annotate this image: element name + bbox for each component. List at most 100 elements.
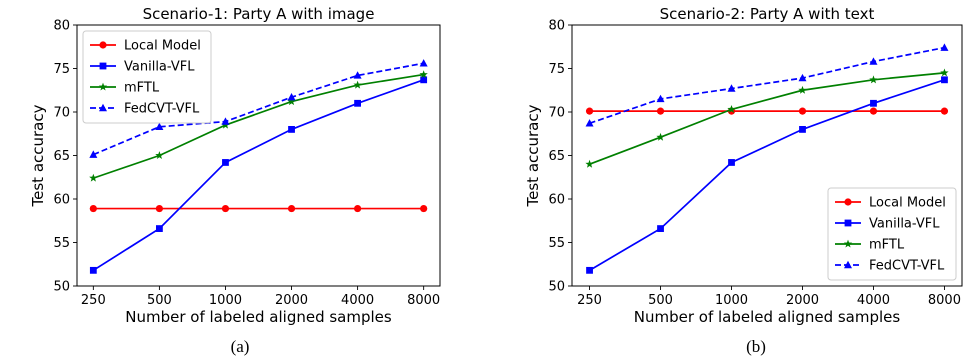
data-point [798,107,807,115]
series-vanilla-vfl [89,76,428,274]
legend-entry: mFTL [90,81,160,96]
x-tick-label: 250 [81,293,106,308]
legend-entry: Local Model [835,196,946,211]
data-point [287,97,296,106]
chart-panel-2: Scenario-2: Party A with text 50 55 60 65 70 7… [524,5,963,326]
legend-marker [98,82,108,91]
series-line [589,46,945,125]
data-point [656,107,665,115]
data-point [799,126,806,133]
y-tick-label: 55 [53,236,70,251]
data-point [353,80,362,89]
data-point [287,93,296,101]
y-tick-label: 50 [548,280,565,295]
data-point [798,73,807,82]
data-point [586,266,593,274]
x-tick-label: 2000 [275,293,308,308]
y-tick-label: 60 [548,193,565,208]
legend-marker [99,62,107,70]
legend: Local Model Vanilla-VFL mFTL FedCVT-VFL [82,30,212,124]
series-fedcvt-vfl [585,43,949,127]
legend-label: Vanilla-VFL [124,60,195,75]
x-axis-label: Number of labeled aligned samples [125,308,392,326]
legend-label: FedCVT-VFL [124,102,200,117]
legend-label: mFTL [869,238,905,253]
series-line [589,72,945,165]
x-tick-label: 8000 [928,293,961,308]
plot-frame [76,24,441,287]
data-point [656,94,665,103]
data-point [657,225,664,232]
series-line [93,62,424,156]
y-axis-label: Test accuracy [524,104,542,207]
data-point [870,99,877,107]
data-point [156,225,163,232]
legend-box [82,30,212,124]
data-point [869,57,878,65]
data-point [221,204,230,213]
series-vanilla-vfl [586,76,948,274]
y-tick-label: 55 [548,236,565,251]
legend-label: Vanilla-VFL [869,217,940,232]
y-tick-label: 75 [53,62,70,77]
data-point [728,159,735,166]
data-point [89,266,97,274]
series-fedcvt-vfl [89,59,428,158]
y-tick-label: 70 [53,106,70,121]
y-tick-label: 80 [548,19,565,34]
chart-title: Scenario-1: Party A with image [143,5,375,23]
legend-entry: FedCVT-VFL [90,102,200,117]
data-point [727,104,736,113]
legend-marker [99,41,107,49]
data-point [288,126,295,133]
legend-entry: Local Model [90,39,201,54]
data-point [727,84,736,92]
data-point [585,159,594,168]
data-point [585,107,594,115]
x-tick-label: 8000 [407,293,440,308]
data-point [656,132,665,141]
y-tick-label: 50 [53,280,70,295]
series-local-model [585,107,949,115]
data-point [585,119,594,127]
series-local-model [89,204,428,213]
x-tick-label: 4000 [341,293,374,308]
chart-panel-1: Scenario-1: Party A with image 50 55 60 65 70… [29,5,441,326]
y-tick-label: 65 [53,149,70,164]
y-tick-label: 80 [53,19,70,34]
legend-entry: Vanilla-VFL [835,217,940,232]
x-tick-label: 1000 [715,293,748,308]
data-point [354,99,361,107]
data-point [353,71,362,79]
data-point [869,75,878,84]
x-tick-label: 500 [648,293,673,308]
data-point [89,150,98,158]
x-tick-label: 4000 [857,293,890,308]
y-tick-label: 75 [548,62,565,77]
data-point [420,204,428,213]
y-axis-label: Test accuracy [29,104,47,207]
data-point [420,76,428,84]
legend-label: mFTL [124,81,160,96]
y-tick-label: 65 [548,149,565,164]
legend-label: Local Model [869,196,946,211]
series-mftl [585,68,949,168]
data-point [222,159,229,166]
series-line [93,73,424,179]
legend-marker [844,219,852,227]
data-point [155,204,164,213]
legend-marker [844,198,852,206]
chart-title: Scenario-2: Party A with text [660,5,875,23]
x-tick-label: 250 [577,293,602,308]
legend-marker [99,103,107,112]
data-point [89,204,97,213]
legend-marker [844,260,852,269]
data-point [221,117,230,125]
data-point [155,122,164,130]
legend-label: FedCVT-VFL [869,259,945,274]
legend-box [827,187,957,281]
data-point [155,151,164,160]
legend-entry: Vanilla-VFL [90,60,195,75]
data-point [940,107,949,115]
panel-caption: (a) [231,337,250,356]
